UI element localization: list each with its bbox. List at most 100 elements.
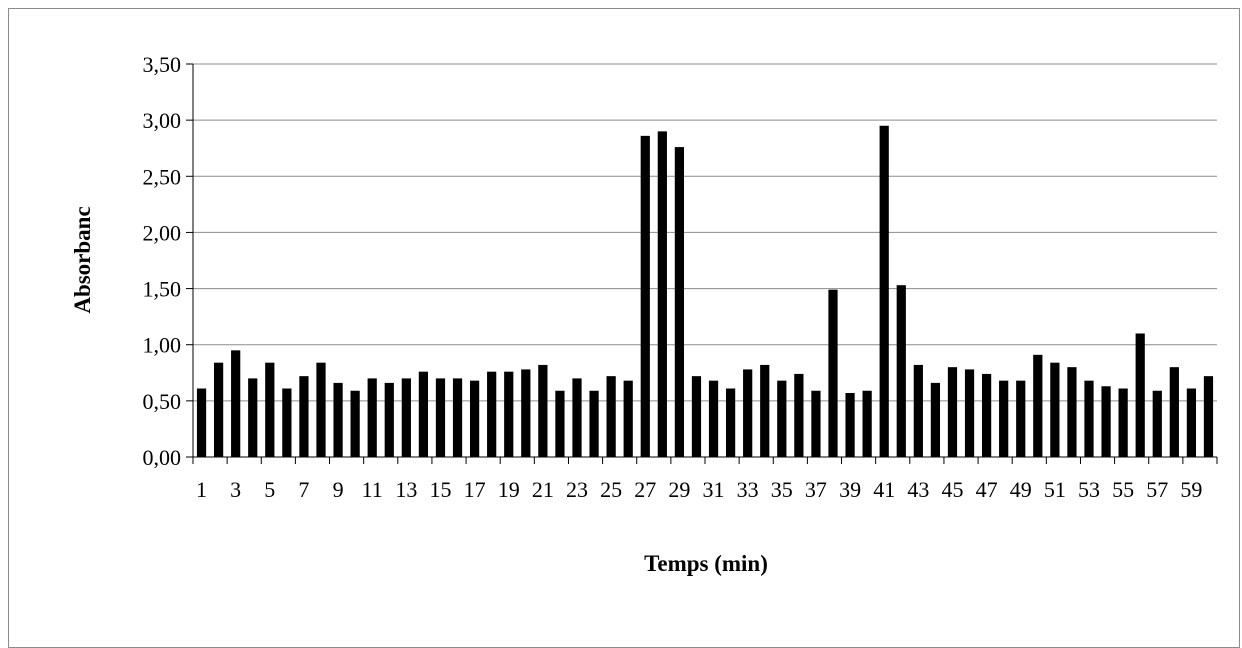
x-tick-label: 23	[566, 477, 588, 502]
bar	[367, 378, 377, 457]
bar	[845, 393, 855, 457]
bar	[640, 135, 650, 458]
bar	[401, 378, 411, 457]
x-tick-label: 33	[737, 477, 759, 502]
bar	[350, 390, 360, 457]
bar	[828, 289, 838, 457]
bar	[333, 382, 343, 457]
x-tick-label: 41	[873, 477, 895, 502]
bar	[623, 380, 633, 457]
bar	[265, 362, 275, 457]
bar	[725, 388, 736, 457]
bar	[384, 382, 394, 457]
x-tick-label: 21	[532, 477, 554, 502]
x-tick-label: 9	[333, 477, 344, 502]
bar	[589, 390, 599, 457]
bar	[1186, 388, 1197, 457]
y-tick-label: 0,50	[143, 389, 182, 414]
x-tick-label: 5	[264, 477, 275, 502]
y-tick-label: 2,00	[143, 220, 182, 245]
bar-chart: 0,000,501,001,502,002,503,003,50 1 3 5 7 9 11…	[70, 52, 1218, 576]
x-tick-label: 13	[395, 477, 417, 502]
x-tick-label: 49	[1010, 477, 1032, 502]
bar	[1152, 390, 1162, 457]
x-tick-label: 53	[1078, 477, 1100, 502]
bar	[743, 369, 753, 457]
x-tick-label: 11	[362, 477, 383, 502]
x-tick-label: 25	[600, 477, 622, 502]
bar	[196, 388, 207, 457]
bar-series	[196, 125, 1214, 458]
y-tick-label: 2,50	[143, 164, 182, 189]
axes	[186, 63, 1218, 464]
bar	[964, 369, 975, 457]
bar	[1203, 376, 1214, 457]
y-tick-label: 1,00	[143, 333, 182, 358]
bar	[1067, 367, 1077, 457]
x-tick-label: 3	[230, 477, 241, 502]
x-tick-label: 29	[668, 477, 690, 502]
bar	[435, 378, 446, 457]
x-tick-label: 17	[464, 477, 486, 502]
bar	[1084, 380, 1094, 457]
bar	[947, 367, 958, 457]
bar	[1101, 386, 1111, 457]
bar	[521, 369, 531, 457]
x-tick-label: 47	[976, 477, 998, 502]
x-tick-label: 51	[1044, 477, 1066, 502]
y-tick-label: 3,00	[143, 108, 182, 133]
bar	[1033, 354, 1043, 457]
bar	[1135, 333, 1145, 457]
bar	[691, 376, 702, 457]
bar	[760, 364, 770, 457]
bar	[708, 380, 719, 457]
x-tick-label: 43	[907, 477, 929, 502]
bar	[418, 371, 429, 457]
bar	[913, 364, 923, 457]
x-axis-title: Temps (min)	[644, 551, 768, 576]
x-tick-label: 27	[634, 477, 656, 502]
bar	[1118, 388, 1128, 457]
bar	[999, 380, 1009, 457]
bar	[879, 125, 889, 457]
bar	[811, 390, 821, 457]
y-tick-label: 1,50	[143, 277, 182, 302]
bar	[930, 382, 941, 457]
x-tick-label: 1	[196, 477, 207, 502]
bar	[538, 364, 548, 457]
bar	[777, 380, 787, 457]
bar	[469, 380, 480, 457]
x-tick-label: 37	[805, 477, 827, 502]
gridlines	[193, 63, 1217, 402]
x-tick-label: 39	[839, 477, 861, 502]
bar	[657, 131, 667, 457]
bar	[487, 371, 497, 457]
y-tick-label: 0,00	[143, 445, 182, 470]
x-tick-label: 59	[1180, 477, 1202, 502]
y-axis-title: Absorbanc	[70, 206, 95, 313]
bar	[213, 362, 224, 457]
bar	[248, 378, 258, 457]
bar	[1169, 367, 1179, 457]
bar	[282, 388, 292, 457]
y-tick-labels: 0,00 0,50 1,00 1,50 2,00 2,50 3,00 3,50	[143, 52, 182, 470]
x-tick-label: 19	[498, 477, 520, 502]
x-tick-label: 55	[1112, 477, 1134, 502]
bar	[299, 376, 309, 457]
bar	[231, 350, 241, 457]
x-tick-label: 57	[1146, 477, 1168, 502]
x-tick-label: 45	[941, 477, 963, 502]
bar	[504, 371, 514, 457]
bar	[896, 285, 906, 457]
y-tick-label: 3,50	[143, 52, 182, 77]
bar	[862, 390, 872, 457]
bar	[452, 378, 463, 457]
bar	[981, 373, 992, 457]
x-tick-label: 7	[298, 477, 309, 502]
bar	[794, 373, 804, 457]
bar	[572, 378, 582, 457]
bar	[674, 147, 685, 457]
bar	[1050, 362, 1060, 457]
bar	[316, 362, 326, 457]
bar	[1016, 380, 1026, 457]
